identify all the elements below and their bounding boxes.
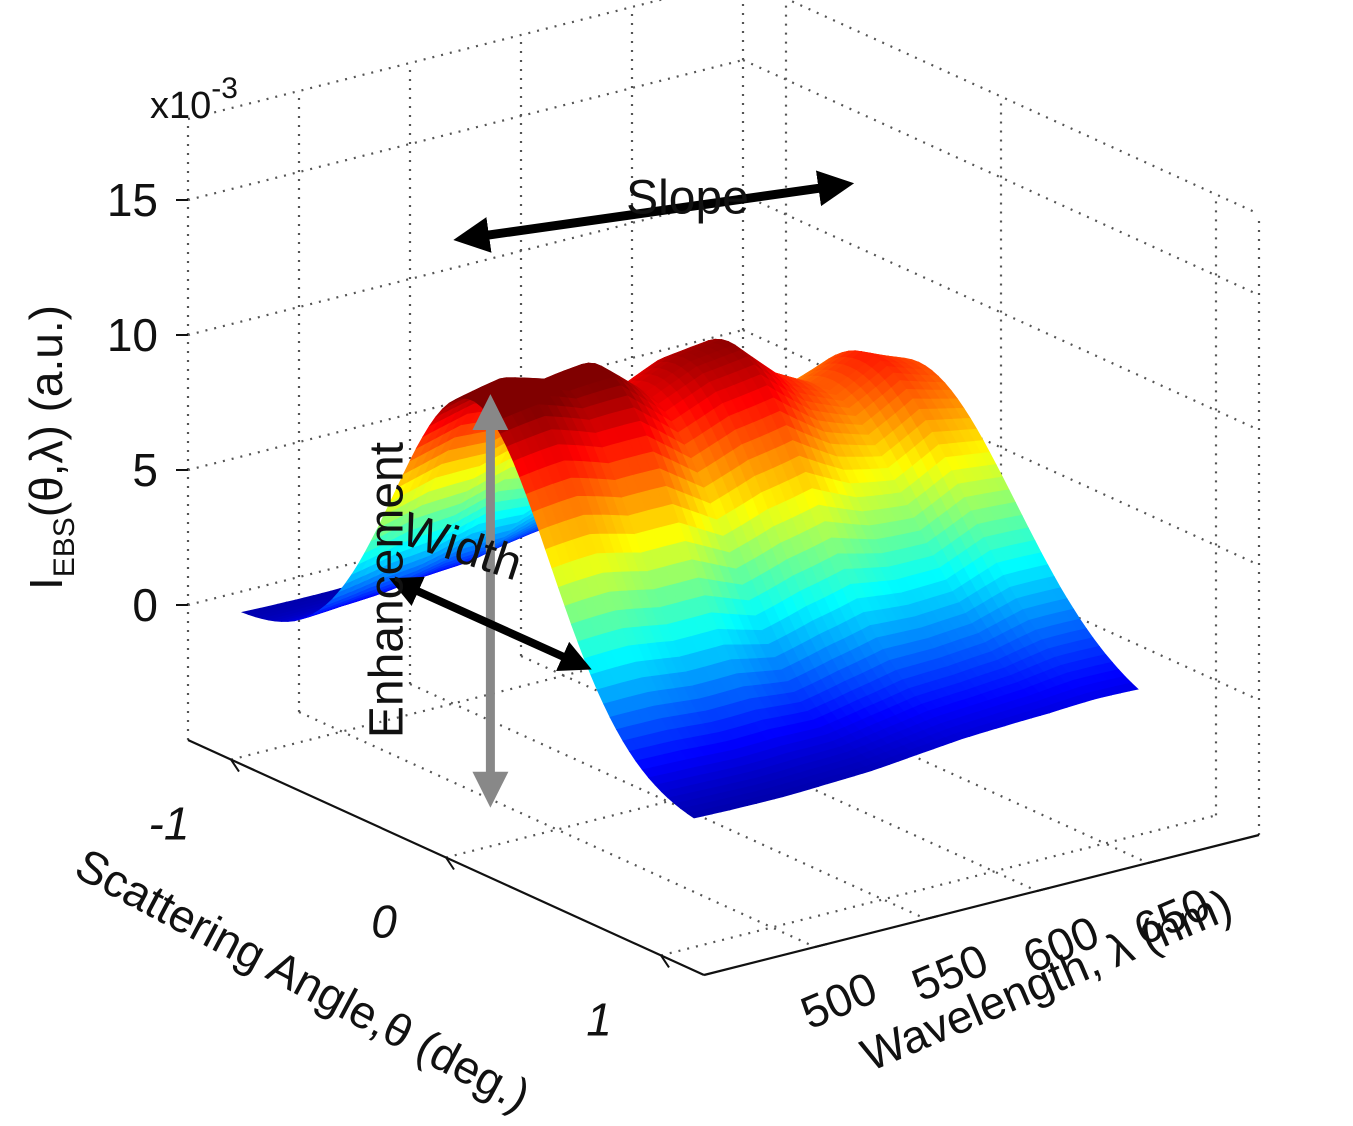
grid-side-top: [786, 0, 1260, 216]
y-tick: [814, 943, 828, 948]
y-tick: [1147, 859, 1161, 864]
annotation-enhancement: Enhancement: [360, 442, 413, 738]
z-tick-label: 10: [107, 309, 158, 361]
z-axis-title-rest: (θ,λ) (a.u.): [20, 305, 72, 517]
annotation-slope: Slope: [626, 171, 749, 224]
z-multiplier: x10-3: [150, 72, 238, 127]
slope-arrow: [453, 170, 855, 253]
z-axis-title-sub: EBS: [48, 517, 81, 577]
z-multiplier-exp: -3: [211, 72, 238, 105]
z-tick-label: 15: [107, 174, 158, 226]
z-axis-title: IEBS(θ,λ) (a.u.): [20, 305, 81, 590]
x-tick: [445, 856, 455, 871]
x-tick: [230, 759, 240, 773]
grid-back-top: [187, 0, 665, 121]
x-tick: [660, 954, 670, 968]
z-axis-title-main: I: [20, 577, 72, 590]
y-tick: [925, 915, 939, 920]
x-tick-label: 0: [371, 896, 397, 948]
y-tick: [1036, 887, 1050, 892]
width-arrow: [389, 576, 592, 671]
surface-patch: [686, 811, 704, 819]
x-tick-label: 1: [586, 993, 612, 1045]
x-tick-label: -1: [149, 798, 190, 850]
surface: [240, 338, 1139, 819]
y-axis-line: [703, 833, 1260, 977]
z-multiplier-base: x10: [150, 85, 211, 127]
z-tick-label: 0: [132, 579, 158, 631]
z-tick-label: 5: [132, 444, 158, 496]
x-axis-title: Scattering Angle,θ (deg.): [67, 838, 538, 1122]
